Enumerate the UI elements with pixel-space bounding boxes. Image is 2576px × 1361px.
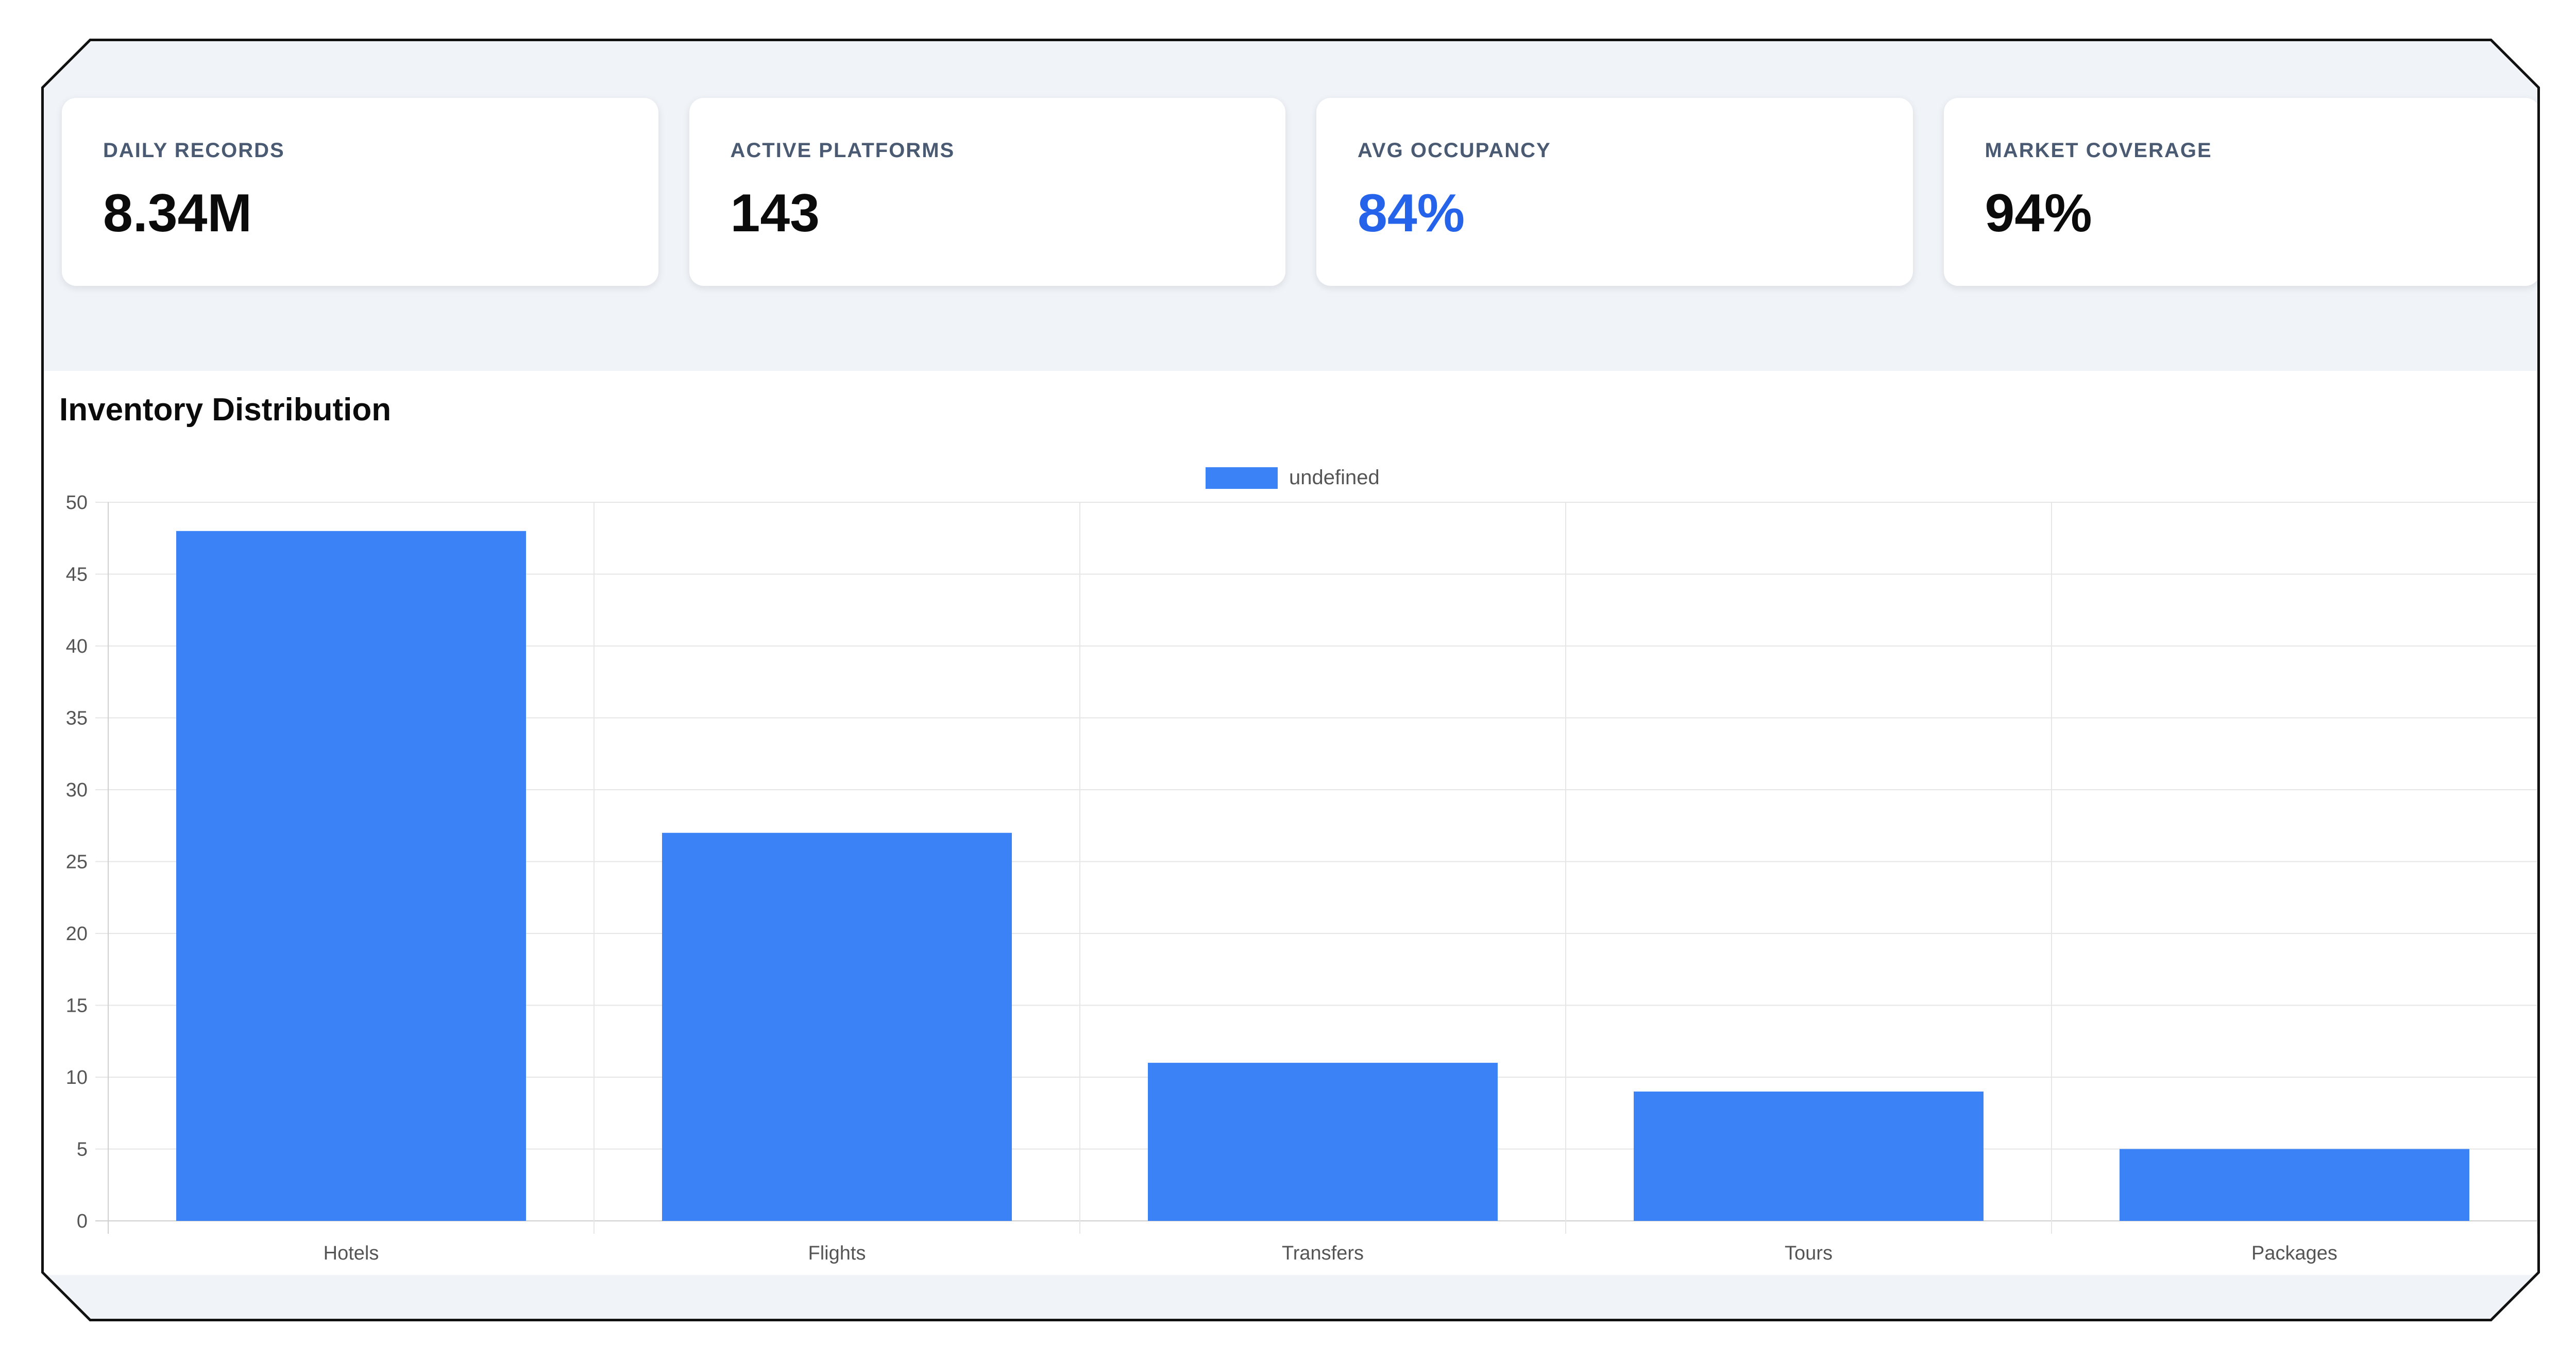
- y-tick-label: 45: [66, 564, 88, 586]
- y-tick-label: 50: [66, 492, 88, 514]
- stat-card-market-coverage: MARKET COVERAGE 94%: [1944, 98, 2540, 286]
- stat-label: MARKET COVERAGE: [1985, 139, 2212, 162]
- y-tick-label: 10: [66, 1067, 88, 1088]
- x-tick-label: Tours: [1785, 1243, 1833, 1264]
- chart-panel: Inventory Distribution undefined 0 5 10 15 2…: [44, 371, 2540, 1275]
- bar-flights[interactable]: [662, 833, 1012, 1221]
- x-tick-label: Hotels: [324, 1243, 379, 1264]
- stat-label: DAILY RECORDS: [103, 139, 285, 162]
- chart-bars: [176, 531, 2469, 1221]
- bar-packages[interactable]: [2120, 1149, 2469, 1221]
- y-tick-label: 20: [66, 923, 88, 945]
- y-tick-label: 25: [66, 852, 88, 873]
- x-tick-label: Transfers: [1282, 1243, 1364, 1264]
- bar-chart: 0 5 10 15 20 25 30 35 40 45 50 Hotels Flights Transfe…: [44, 371, 2540, 1275]
- y-tick-label: 35: [66, 708, 88, 729]
- y-tick-label: 40: [66, 636, 88, 657]
- stat-card-avg-occupancy: AVG OCCUPANCY 84%: [1316, 98, 1913, 286]
- bar-hotels[interactable]: [176, 531, 526, 1221]
- stats-row: DAILY RECORDS 8.34M ACTIVE PLATFORMS 143…: [62, 98, 2540, 286]
- stat-label: AVG OCCUPANCY: [1358, 139, 1551, 162]
- y-tick-label: 5: [77, 1139, 88, 1161]
- dashboard-frame: DAILY RECORDS 8.34M ACTIVE PLATFORMS 143…: [41, 39, 2540, 1321]
- stat-value: 8.34M: [103, 183, 252, 243]
- stat-label: ACTIVE PLATFORMS: [730, 139, 955, 162]
- y-tick-label: 30: [66, 779, 88, 801]
- x-tick-label: Flights: [808, 1243, 866, 1264]
- y-tick-label: 15: [66, 995, 88, 1017]
- bar-tours[interactable]: [1634, 1092, 1984, 1221]
- x-tick-label: Packages: [2251, 1243, 2337, 1264]
- stat-value: 94%: [1985, 183, 2092, 243]
- bar-transfers[interactable]: [1148, 1063, 1498, 1221]
- y-tick-label: 0: [77, 1211, 88, 1232]
- stat-value: 143: [730, 183, 820, 243]
- stat-card-daily-records: DAILY RECORDS 8.34M: [62, 98, 658, 286]
- stat-value: 84%: [1358, 183, 1465, 243]
- stat-card-active-platforms: ACTIVE PLATFORMS 143: [689, 98, 1286, 286]
